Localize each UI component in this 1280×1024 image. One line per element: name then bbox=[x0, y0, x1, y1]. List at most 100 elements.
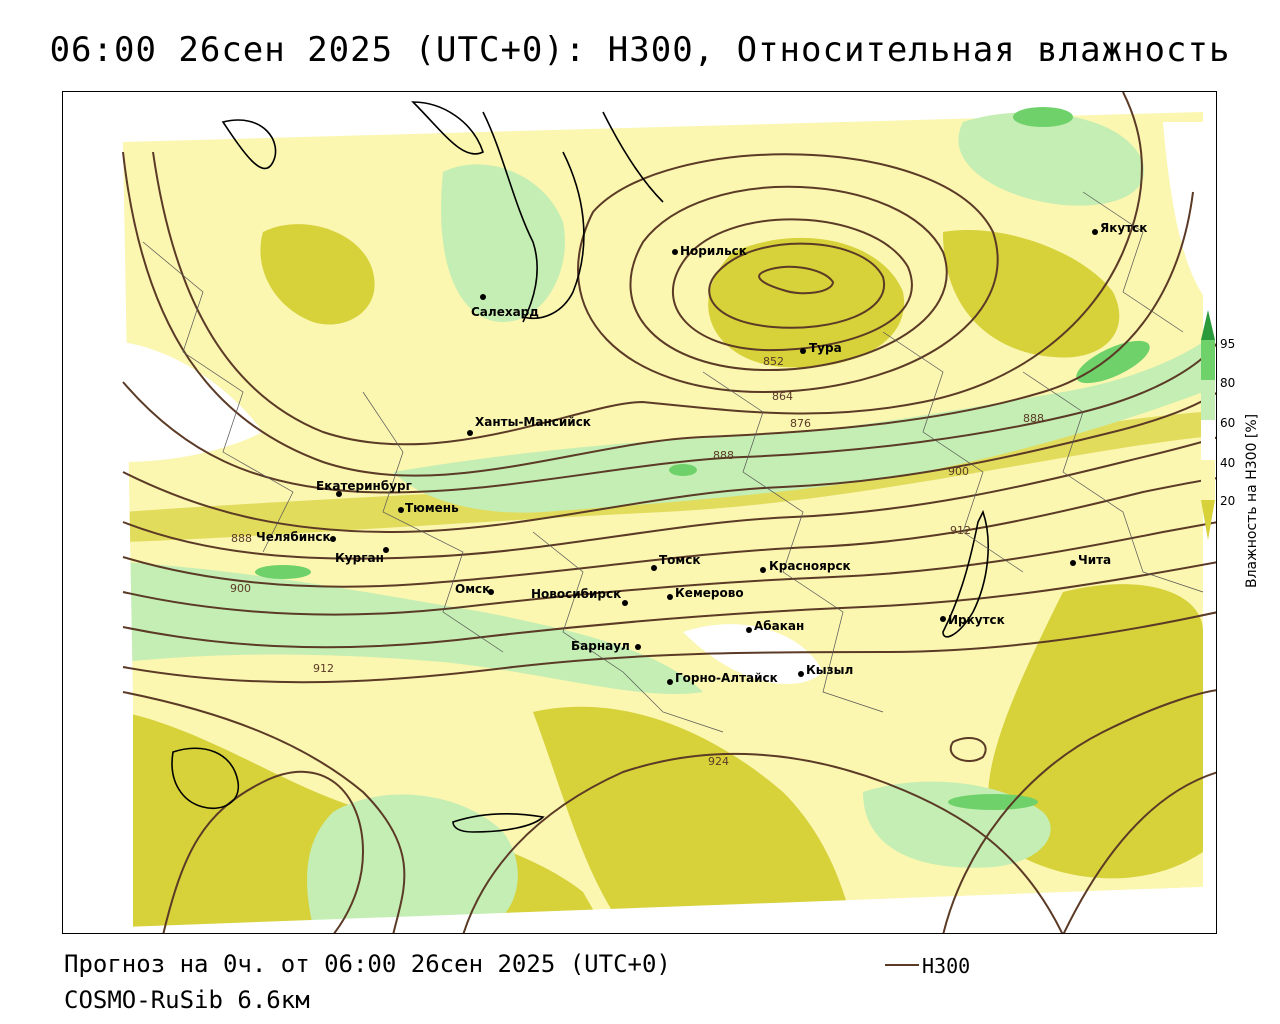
city-tura: Тура bbox=[800, 341, 842, 355]
city-tomsk: Томск bbox=[651, 553, 701, 571]
lake-baikal bbox=[942, 509, 989, 638]
forecast-info: Прогноз на 0ч. от 06:00 26сен 2025 (UTC+… bbox=[64, 950, 671, 978]
humidity-colorbar bbox=[1201, 310, 1215, 540]
city-norilsk: Норильск bbox=[672, 244, 747, 258]
wet-spot-south-east bbox=[948, 794, 1038, 810]
colorbar-40 bbox=[1201, 460, 1215, 500]
contour-label: 888 bbox=[713, 449, 734, 462]
city-label: Чита bbox=[1078, 553, 1111, 567]
contour-line bbox=[122, 561, 1216, 649]
colorbar-bottom-triangle bbox=[1201, 500, 1215, 540]
colorbar-tick: 20 bbox=[1220, 494, 1236, 508]
outside-domain-right-bottom bbox=[1203, 532, 1216, 933]
contour-line bbox=[629, 185, 948, 372]
colorbar-80 bbox=[1201, 380, 1215, 420]
city-label: Екатеринбург bbox=[316, 479, 412, 493]
dry-zone-east bbox=[943, 230, 1120, 358]
city-label: Кызыл bbox=[806, 663, 853, 677]
city-chelyabinsk: Челябинск bbox=[256, 530, 336, 544]
city-label: Горно-Алтайск bbox=[675, 671, 778, 685]
forecast-map: Норильск Якутск Салехард Тура Ханты-Манс… bbox=[63, 92, 1216, 933]
contour-line bbox=[758, 265, 835, 295]
city-abakan: Абакан bbox=[746, 619, 804, 633]
city-label: Иркутск bbox=[948, 613, 1005, 627]
legend-h300-swatch bbox=[885, 964, 919, 966]
contour-line bbox=[122, 342, 1216, 494]
clear-zone-west bbox=[123, 342, 263, 462]
wet-spot-north-east bbox=[1013, 107, 1073, 127]
dry-zone-west bbox=[260, 224, 375, 325]
city-label: Тура bbox=[809, 341, 842, 355]
colorbar-tick: 60 bbox=[1220, 416, 1236, 430]
contour-label: 912 bbox=[950, 524, 971, 537]
border-line bbox=[532, 531, 724, 733]
contour-line bbox=[122, 477, 1216, 588]
colorbar-title: Влажность на H300 [%] bbox=[1244, 413, 1260, 588]
contour-label: 900 bbox=[948, 465, 969, 478]
dry-band-central bbox=[123, 412, 1203, 542]
contour-label: 912 bbox=[313, 662, 334, 675]
contour-label: 924 bbox=[708, 755, 729, 768]
map-panel: Норильск Якутск Салехард Тура Ханты-Манс… bbox=[62, 91, 1217, 934]
city-barnaul: Барнаул bbox=[571, 639, 641, 653]
contour-line bbox=[122, 611, 1216, 684]
colorbar-95 bbox=[1201, 340, 1215, 380]
contour-label: 888 bbox=[231, 532, 252, 545]
city-label: Норильск bbox=[680, 244, 747, 258]
city-kemerovo: Кемерово bbox=[667, 586, 744, 600]
contour-line bbox=[942, 689, 1216, 933]
contour-label: 888 bbox=[1023, 412, 1044, 425]
city-label: Тюмень bbox=[405, 501, 459, 515]
colorbar-tick: 95 bbox=[1220, 337, 1236, 351]
city-label: Кемерово bbox=[675, 586, 744, 600]
city-khanty-mansiysk: Ханты-Мансийск bbox=[467, 415, 591, 436]
city-label: Салехард bbox=[471, 305, 539, 319]
moist-zone-north-east bbox=[958, 112, 1145, 206]
border-line bbox=[362, 391, 504, 653]
taymyr-coast bbox=[602, 111, 664, 203]
contour-line bbox=[152, 92, 1143, 446]
city-omsk: Омск bbox=[455, 582, 494, 596]
city-label: Курган bbox=[335, 551, 384, 565]
humidity-field bbox=[63, 92, 1216, 933]
city-chita: Чита bbox=[1070, 553, 1111, 567]
dry-zone-south-east bbox=[988, 584, 1203, 879]
city-label: Красноярск bbox=[769, 559, 851, 573]
contour-labels: 852 864 876 888 888 900 912 888 900 912 … bbox=[230, 355, 1044, 768]
clear-zone-south bbox=[683, 624, 823, 684]
city-label: Якутск bbox=[1100, 221, 1147, 235]
border-line bbox=[1082, 191, 1184, 333]
moist-zone-north-west bbox=[441, 164, 565, 322]
border-line bbox=[142, 241, 294, 553]
city-label: Новосибирск bbox=[531, 587, 621, 601]
city-novosibirsk: Новосибирск bbox=[531, 587, 628, 606]
city-yekaterinburg: Екатеринбург bbox=[316, 479, 412, 497]
city-label: Барнаул bbox=[571, 639, 630, 653]
colorbar-60 bbox=[1201, 420, 1215, 460]
city-krasnoyarsk: Красноярск bbox=[760, 559, 851, 573]
border-line bbox=[702, 371, 884, 713]
contour-line bbox=[122, 436, 1216, 560]
city-kurgan: Курган bbox=[335, 547, 389, 565]
contour-line bbox=[122, 151, 1194, 477]
legend-h300-label: H300 bbox=[922, 954, 971, 978]
city-label: Абакан bbox=[754, 619, 804, 633]
city-label: Омск bbox=[455, 582, 490, 596]
outside-domain-left bbox=[63, 92, 133, 933]
h300-contours bbox=[122, 92, 1216, 933]
border-line bbox=[882, 331, 1024, 573]
yamal-coast bbox=[482, 111, 538, 323]
colorbar-tick: 80 bbox=[1220, 376, 1236, 390]
map-title: 06:00 26сен 2025 (UTC+0): H300, Относите… bbox=[49, 30, 1231, 70]
contour-label: 852 bbox=[763, 355, 784, 368]
city-kyzyl: Кызыл bbox=[798, 663, 853, 677]
model-name: COSMO-RuSib 6.6км bbox=[64, 986, 310, 1014]
caspian-sea bbox=[171, 747, 239, 809]
city-yakutsk: Якутск bbox=[1092, 221, 1147, 235]
contour-line bbox=[949, 737, 987, 762]
colorbar-tick: 40 bbox=[1220, 456, 1236, 470]
city-markers: Норильск Якутск Салехард Тура Ханты-Манс… bbox=[256, 221, 1147, 685]
moist-band-central bbox=[393, 342, 1203, 513]
contour-label: 900 bbox=[230, 582, 251, 595]
contour-line bbox=[122, 691, 406, 933]
